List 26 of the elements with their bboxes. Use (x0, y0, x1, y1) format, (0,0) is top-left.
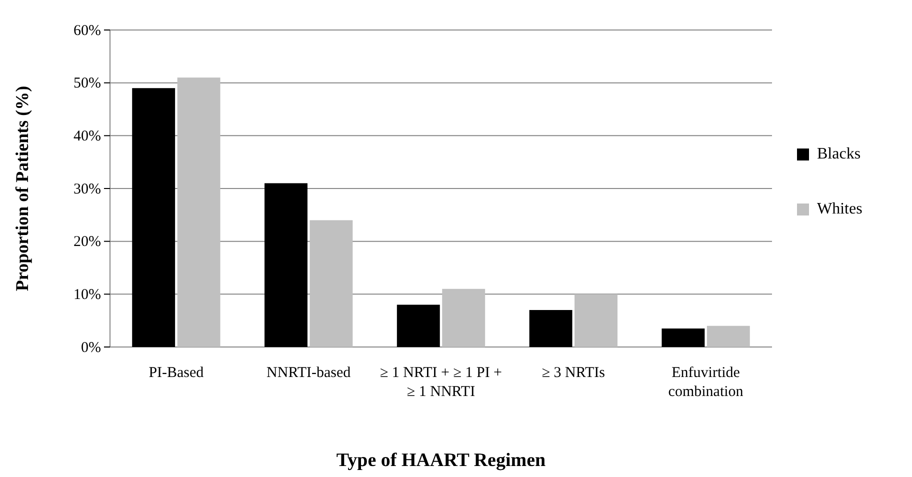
y-tick-label: 60% (74, 22, 101, 39)
x-tick-label: Enfuvirtide combination (668, 365, 744, 400)
bar (662, 328, 705, 347)
legend-label: Blacks (817, 146, 861, 162)
bar (264, 183, 308, 347)
bar (396, 304, 440, 347)
y-tick-label: 50% (74, 76, 101, 92)
bar (310, 220, 353, 347)
x-tick-label: NNRTI-based (266, 365, 352, 381)
bar (574, 294, 618, 347)
y-tick-label: 0% (81, 340, 101, 356)
bar (706, 326, 750, 347)
y-tick-label: 10% (74, 286, 101, 303)
bar (177, 78, 220, 347)
legend-label: Whites (817, 200, 862, 218)
y-tick-label: 40% (74, 128, 101, 144)
x-tick-label: ≥ 3 NRTIs (542, 365, 606, 381)
x-tick-label: ≥ 1 NRTI + ≥ 1 PI + ≥ 1 NNRTI (380, 365, 502, 400)
bar (132, 88, 176, 347)
bar (442, 288, 486, 347)
x-axis-title: Type of HAART Regimen (336, 450, 546, 471)
y-tick-label: 20% (74, 234, 101, 250)
x-tick-label: PI-Based (148, 365, 204, 381)
bar (529, 310, 572, 347)
y-axis-title: Proportion of Patients (%) (12, 86, 32, 292)
y-tick-label: 30% (74, 181, 101, 198)
